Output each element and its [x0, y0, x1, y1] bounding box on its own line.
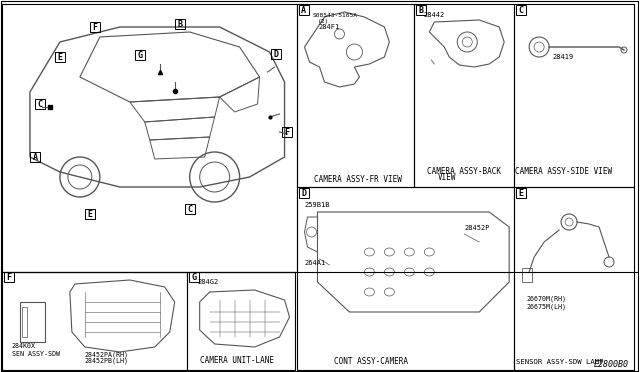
- Bar: [35, 99, 45, 109]
- Bar: [296, 187, 514, 370]
- Bar: [522, 268, 532, 282]
- Text: G: G: [191, 273, 196, 282]
- Text: 259B1B: 259B1B: [305, 202, 330, 208]
- Text: E2800B0: E2800B0: [594, 360, 629, 369]
- Text: 284F1: 284F1: [319, 24, 340, 30]
- Bar: [516, 188, 526, 198]
- Text: 28452PA(RH): 28452PA(RH): [85, 351, 129, 357]
- Bar: [514, 187, 634, 370]
- Text: C: C: [518, 6, 524, 15]
- Text: D: D: [301, 189, 306, 198]
- Bar: [187, 272, 294, 370]
- Bar: [135, 50, 145, 60]
- Text: 28442: 28442: [423, 12, 445, 18]
- Bar: [298, 5, 308, 15]
- Text: F: F: [284, 128, 289, 137]
- Bar: [85, 209, 95, 219]
- Text: 26675M(LH): 26675M(LH): [526, 303, 566, 310]
- Text: F: F: [92, 22, 97, 32]
- Text: 26670M(RH): 26670M(RH): [526, 295, 566, 301]
- Text: CAMERA ASSY-BACK: CAMERA ASSY-BACK: [428, 167, 501, 176]
- Text: E: E: [87, 209, 92, 218]
- Text: 28452PB(LH): 28452PB(LH): [85, 358, 129, 365]
- Text: D: D: [273, 49, 278, 58]
- Bar: [417, 5, 426, 15]
- Bar: [296, 4, 414, 187]
- Bar: [55, 52, 65, 62]
- Text: VIEW: VIEW: [437, 173, 456, 182]
- Text: S08543-5105A: S08543-5105A: [312, 13, 358, 18]
- Text: 28419: 28419: [552, 54, 573, 60]
- Bar: [189, 272, 198, 282]
- Text: G: G: [137, 51, 142, 60]
- Text: E: E: [518, 189, 524, 198]
- Text: CAMERA ASSY-FR VIEW: CAMERA ASSY-FR VIEW: [314, 175, 403, 184]
- Text: CAMERA UNIT-LANE: CAMERA UNIT-LANE: [200, 356, 274, 365]
- Text: A: A: [301, 6, 306, 15]
- Bar: [4, 272, 14, 282]
- Bar: [22, 307, 27, 337]
- Text: B: B: [177, 19, 182, 29]
- Bar: [282, 127, 292, 137]
- Bar: [2, 4, 296, 272]
- Bar: [90, 22, 100, 32]
- Bar: [185, 204, 195, 214]
- Bar: [30, 152, 40, 162]
- Text: (2): (2): [317, 19, 329, 24]
- Text: 264A1: 264A1: [305, 260, 326, 266]
- Bar: [271, 49, 280, 59]
- Bar: [298, 188, 308, 198]
- Bar: [2, 272, 187, 370]
- Bar: [514, 4, 634, 187]
- Text: B: B: [419, 6, 424, 15]
- Text: C: C: [37, 99, 42, 109]
- Bar: [516, 5, 526, 15]
- Bar: [175, 19, 185, 29]
- Text: E: E: [58, 52, 63, 61]
- Text: SEN ASSY-SDW: SEN ASSY-SDW: [12, 351, 60, 357]
- Text: CAMERA ASSY-SIDE VIEW: CAMERA ASSY-SIDE VIEW: [515, 167, 612, 176]
- Text: CONT ASSY-CAMERA: CONT ASSY-CAMERA: [335, 357, 408, 366]
- Text: SENSOR ASSY-SDW LAMP: SENSOR ASSY-SDW LAMP: [516, 359, 604, 365]
- Text: 284K0X: 284K0X: [12, 343, 36, 349]
- Text: 284G2: 284G2: [198, 279, 219, 285]
- Text: C: C: [187, 205, 192, 214]
- Bar: [20, 302, 45, 342]
- Text: F: F: [6, 273, 12, 282]
- Bar: [414, 4, 514, 187]
- Text: A: A: [33, 153, 38, 161]
- Text: 28452P: 28452P: [464, 225, 490, 231]
